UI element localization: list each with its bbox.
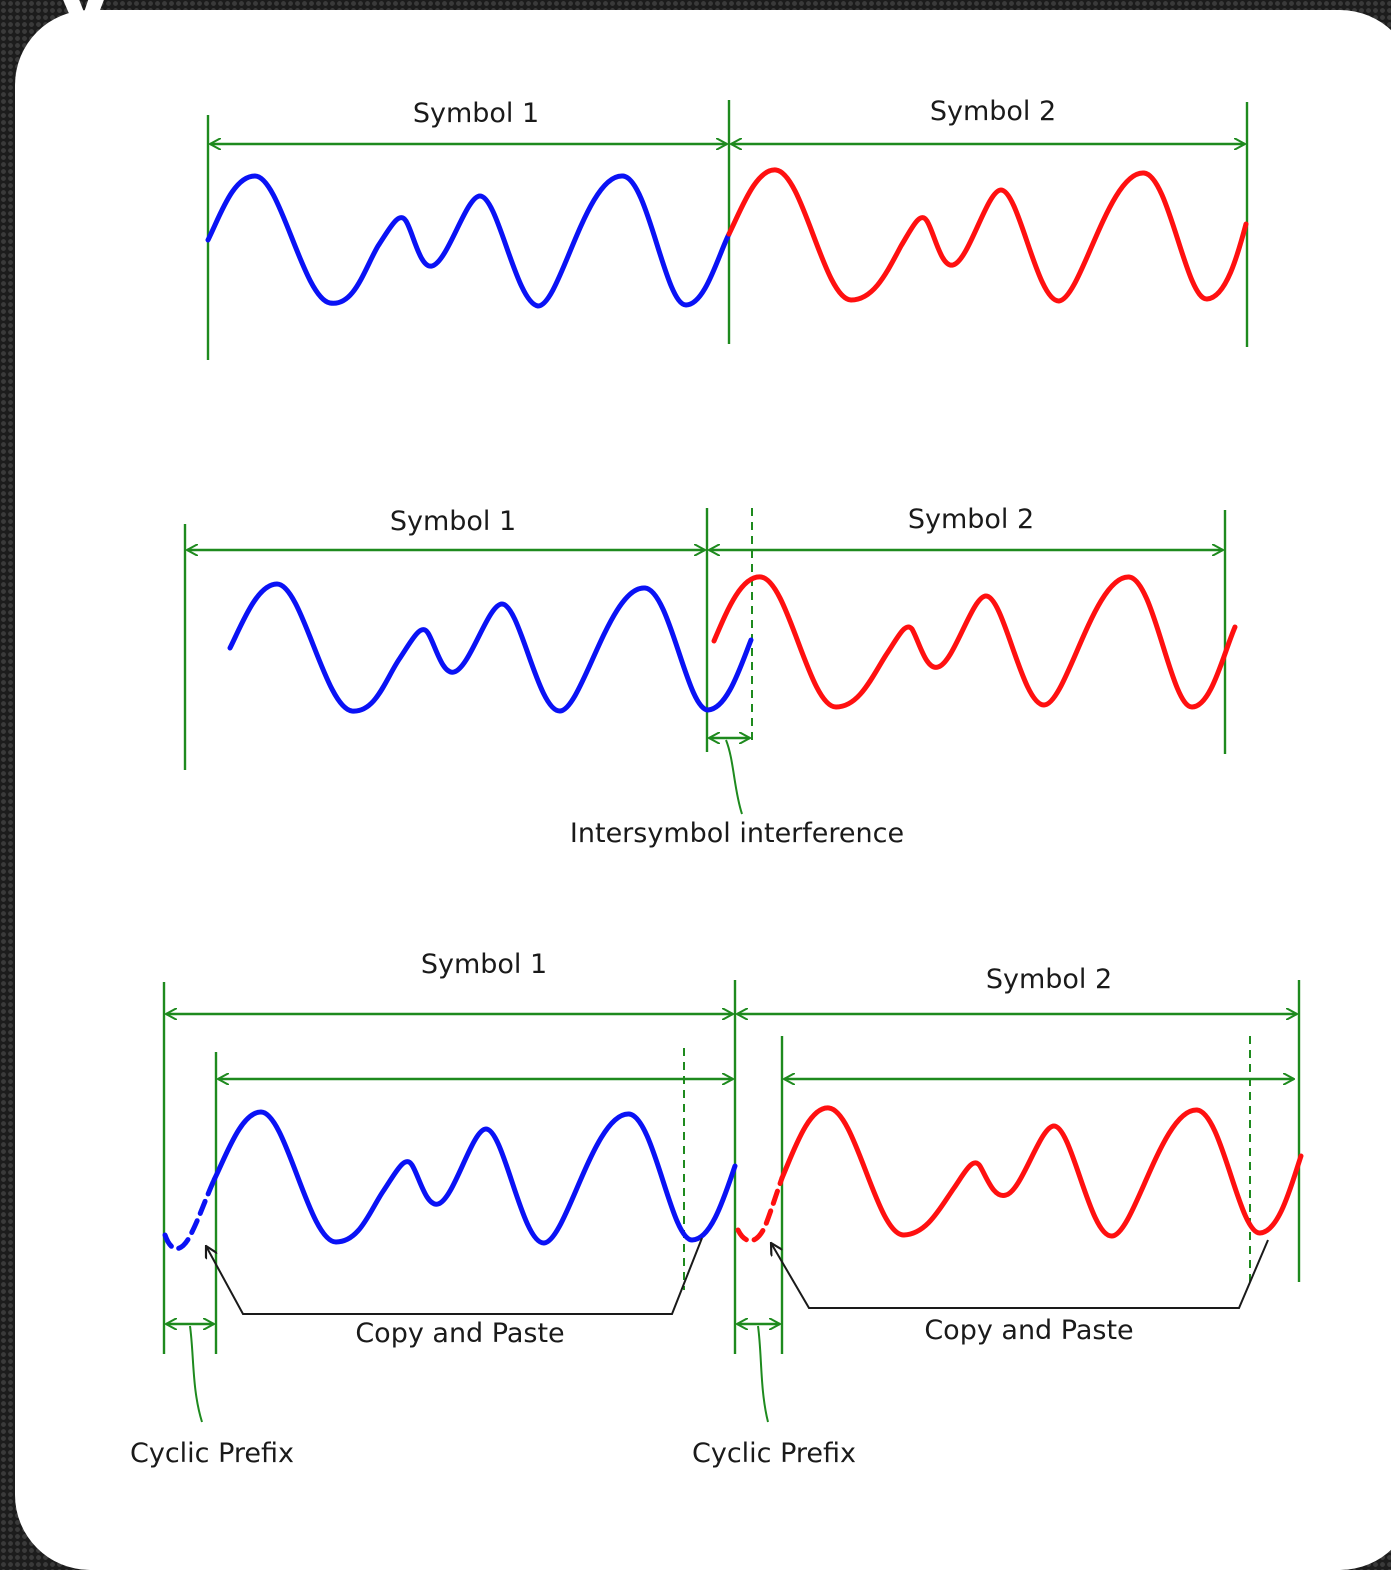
copy-and-paste-label-1: Copy and Paste [355,1318,564,1349]
cyclic-prefix-1-waveform [162,1177,217,1251]
cyclic-prefix-label-1: Cyclic Prefix [130,1438,294,1469]
symbol-1-delayed-waveform [227,581,754,714]
symbol-2-label: Symbol 2 [930,96,1056,127]
symbol-1-waveform [205,173,732,309]
copy-and-paste-connector-2 [771,1239,1269,1309]
copy-and-paste-connector-1 [206,1237,703,1315]
symbol-2-label: Symbol 2 [986,964,1112,995]
symbol-2-waveform [711,574,1238,710]
symbol-1-label: Symbol 1 [421,949,547,980]
symbol-1-label: Symbol 1 [413,98,539,129]
diagram-3: Symbol 1 Symbol 2 Copy and Paste Copy an… [130,949,1304,1469]
diagram-2: Symbol 1 Symbol 2 Intersymbol interferen… [183,504,1238,849]
diagram-card [15,10,1391,1570]
cyclic-prefix-2-leader-line [757,1325,769,1423]
symbol-2-label: Symbol 2 [908,504,1034,535]
diagram-1: Symbol 1 Symbol 2 [205,96,1249,360]
isi-label: Intersymbol interference [570,818,904,849]
symbol-1-waveform [211,1109,738,1246]
isi-leader-line [725,739,743,815]
cyclic-prefix-2-waveform [735,1175,785,1243]
symbol-1-label: Symbol 1 [390,506,516,537]
symbol-2-waveform [779,1105,1304,1239]
cyclic-prefix-1-leader-line [189,1325,203,1423]
ofdm-cyclic-prefix-diagram: Symbol 1 Symbol 2 Symbol 1 Symbol 2 Inte… [130,96,1304,1469]
copy-and-paste-label-2: Copy and Paste [924,1315,1133,1346]
cyclic-prefix-label-2: Cyclic Prefix [692,1438,856,1469]
symbol-2-waveform [726,167,1249,304]
